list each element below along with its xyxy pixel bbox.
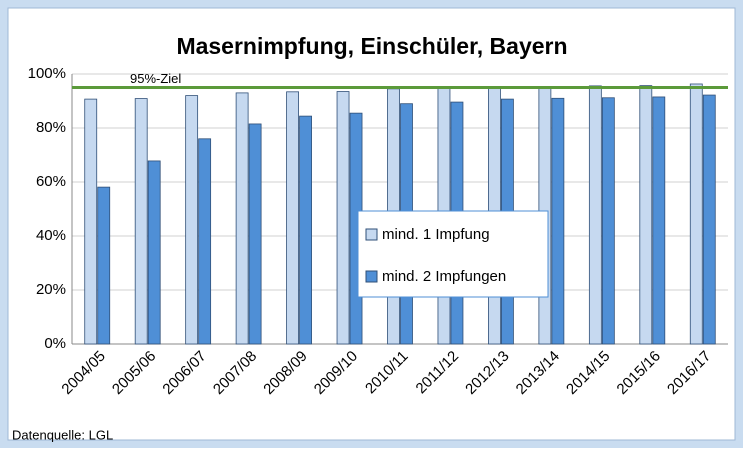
y-tick-label: 0% (44, 335, 66, 352)
chart-title: Masernimpfung, Einschüler, Bayern (176, 33, 567, 59)
y-tick-label: 20% (36, 281, 66, 298)
legend-swatch (365, 270, 378, 283)
y-tick-label: 100% (28, 65, 66, 82)
legend-label: mind. 1 Impfung (382, 226, 490, 243)
bar (702, 94, 716, 345)
y-tick-label: 40% (36, 227, 66, 244)
bar (336, 91, 350, 345)
bar (248, 123, 262, 345)
legend-swatch (365, 228, 378, 241)
source-note: Datenquelle: LGL (12, 427, 113, 442)
bar (147, 160, 161, 345)
bar (639, 85, 653, 345)
bar (299, 115, 312, 345)
bar (198, 138, 212, 345)
bar (588, 85, 602, 345)
legend-label: mind. 2 Impfungen (382, 268, 506, 285)
target-label: 95%-Ziel (130, 71, 181, 86)
y-tick-label: 60% (36, 173, 66, 190)
bar (652, 96, 666, 345)
bar (97, 186, 111, 345)
bar (689, 83, 703, 345)
bar (134, 98, 148, 345)
bar (84, 98, 98, 345)
bar (601, 97, 615, 345)
bar (286, 91, 299, 345)
bar (235, 92, 249, 345)
y-tick-label: 80% (36, 119, 66, 136)
legend-box (357, 210, 549, 298)
bar (551, 97, 565, 345)
bar (185, 95, 199, 345)
